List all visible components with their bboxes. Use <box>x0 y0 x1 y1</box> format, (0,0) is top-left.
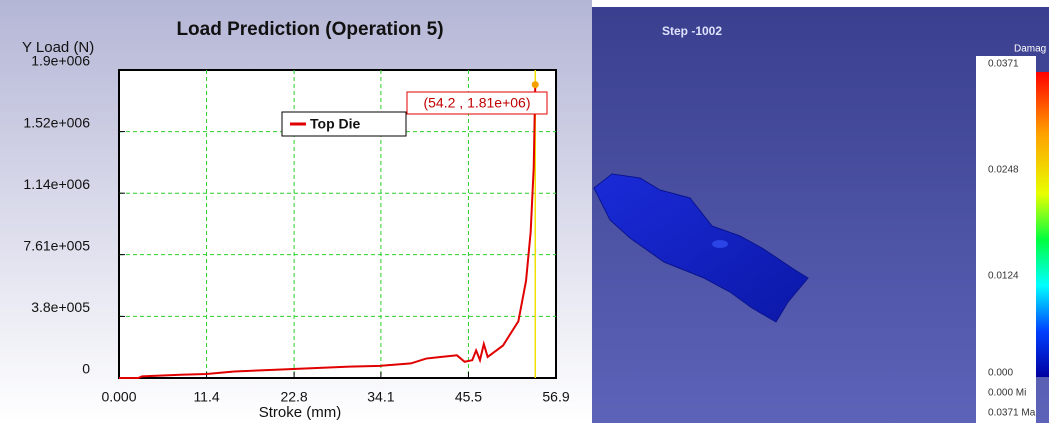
max-label: 0.0371 Ma <box>988 408 1036 419</box>
x-tick-label: 22.8 <box>280 389 307 405</box>
part-highlight <box>712 240 728 248</box>
scale-label: 0.0371 <box>988 59 1019 70</box>
annotation: (54.2 , 1.81e+06) <box>423 95 530 111</box>
cursor-point <box>532 81 539 88</box>
y-tick-label: 1.52e+006 <box>23 114 90 130</box>
scale-label: 0.0248 <box>988 165 1019 176</box>
y-tick-label: 3.8e+005 <box>31 299 90 315</box>
x-tick-label: 0.000 <box>101 389 136 405</box>
screenshot: Load Prediction (Operation 5) Y Load (N)… <box>0 0 1049 423</box>
scale-label: 0.000 <box>988 368 1013 379</box>
legend-label: Top Die <box>310 116 361 132</box>
min-label: 0.000 Mi <box>988 388 1026 399</box>
x-tick-label: 45.5 <box>455 389 482 405</box>
scale-label: 0.0124 <box>988 271 1019 282</box>
y-tick-label: 1.9e+006 <box>31 53 90 69</box>
y-tick-label: 7.61e+005 <box>23 237 90 253</box>
x-tick-label: 56.9 <box>542 389 569 405</box>
x-tick-label: 11.4 <box>193 389 219 405</box>
chart-title: Load Prediction (Operation 5) <box>176 19 443 40</box>
x-tick-label: 34.1 <box>367 389 394 405</box>
step-label: Step -1002 <box>662 24 722 38</box>
legend-title: Damag <box>1014 44 1046 55</box>
page: Load Prediction (Operation 5) Y Load (N)… <box>0 0 1049 423</box>
y-tick-label: 1.14e+006 <box>23 176 90 192</box>
x-axis-label: Stroke (mm) <box>259 404 342 421</box>
y-tick-label: 0 <box>82 361 90 377</box>
